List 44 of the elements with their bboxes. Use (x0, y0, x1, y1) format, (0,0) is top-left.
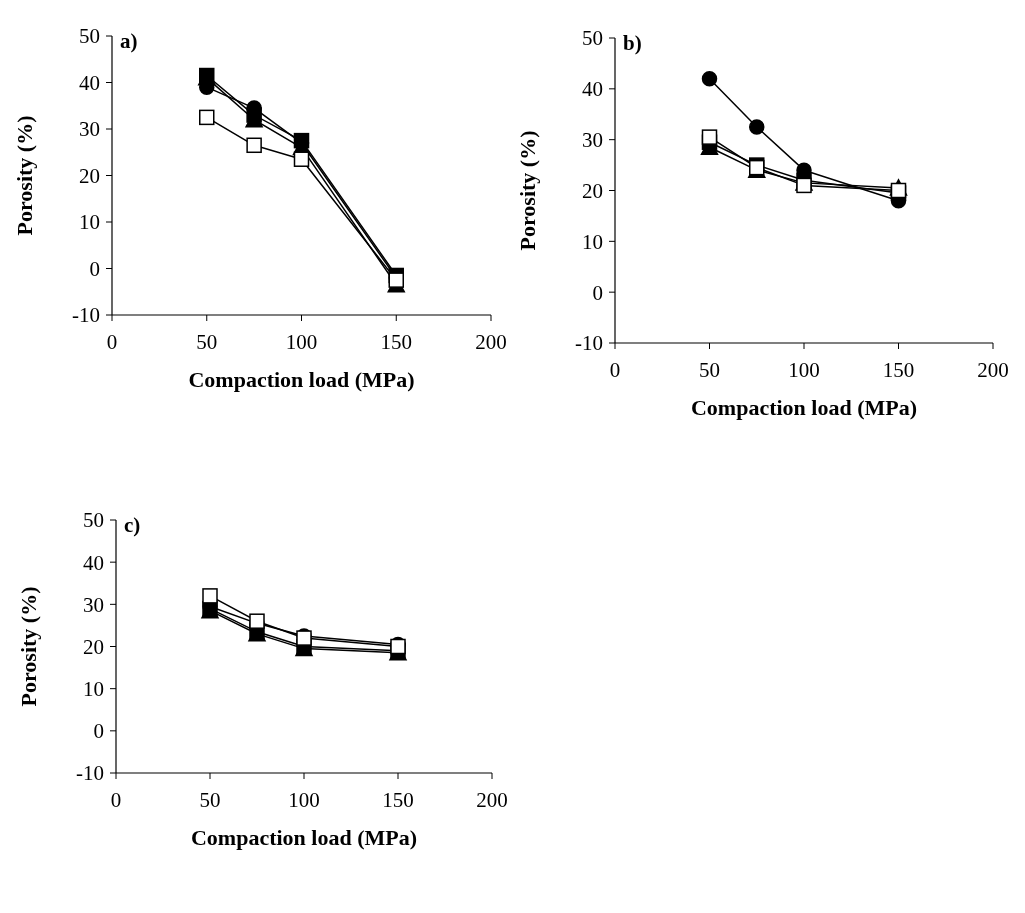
y-tick-label: 0 (93, 719, 104, 744)
x-tick-label: 200 (475, 330, 507, 354)
y-tick-label: 40 (83, 550, 104, 575)
y-tick-label: 40 (582, 77, 603, 102)
y-tick-label: 30 (79, 117, 100, 142)
x-tick-label: 150 (382, 788, 414, 812)
y-tick-label: -10 (76, 761, 104, 786)
x-tick-label: 0 (609, 358, 621, 382)
y-tick-label: -10 (575, 331, 603, 356)
y-tick-label: 50 (83, 508, 104, 533)
x-tick-label: 100 (285, 330, 318, 354)
y-tick-label: 0 (592, 280, 603, 305)
y-axis-title: Porosity (%) (12, 115, 37, 236)
y-axis-title: Porosity (%) (515, 130, 540, 251)
x-tick-label: 50 (199, 788, 221, 812)
y-tick-label: 10 (83, 677, 104, 702)
y-tick-label: 20 (83, 634, 104, 659)
x-tick-label: 100 (288, 788, 320, 812)
x-tick-label: 50 (196, 330, 218, 354)
x-tick-label: 200 (977, 358, 1009, 382)
x-tick-label: 50 (699, 358, 720, 382)
chart-title: b) (623, 31, 642, 55)
x-axis-title: Compaction load (MPa) (690, 395, 918, 420)
y-tick-label: 30 (582, 128, 603, 153)
y-tick-label: 20 (582, 178, 603, 203)
x-tick-label: 100 (788, 358, 820, 382)
x-tick-label: 200 (476, 788, 508, 812)
x-axis-title: Compaction load (MPa) (190, 825, 418, 850)
y-tick-label: 10 (582, 229, 603, 254)
chart-title: c) (124, 513, 141, 537)
chart-title: a) (120, 29, 138, 53)
y-tick-label: 10 (79, 210, 100, 235)
y-tick-label: 50 (582, 26, 603, 51)
x-tick-label: 0 (110, 788, 122, 812)
y-tick-label: 40 (79, 70, 100, 95)
y-tick-label: -10 (72, 303, 100, 328)
x-tick-label: 150 (882, 358, 915, 382)
y-axis-title: Porosity (%) (16, 586, 41, 707)
y-tick-label: 50 (79, 24, 100, 49)
y-tick-label: 20 (79, 163, 100, 188)
x-axis-title: Compaction load (MPa) (188, 367, 415, 392)
x-tick-label: 150 (380, 330, 412, 354)
y-tick-label: 0 (89, 256, 100, 281)
y-tick-label: 30 (83, 592, 104, 617)
